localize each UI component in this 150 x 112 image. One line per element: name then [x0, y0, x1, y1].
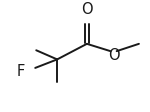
- Text: O: O: [108, 48, 120, 63]
- Text: F: F: [17, 64, 25, 79]
- Text: O: O: [81, 2, 92, 17]
